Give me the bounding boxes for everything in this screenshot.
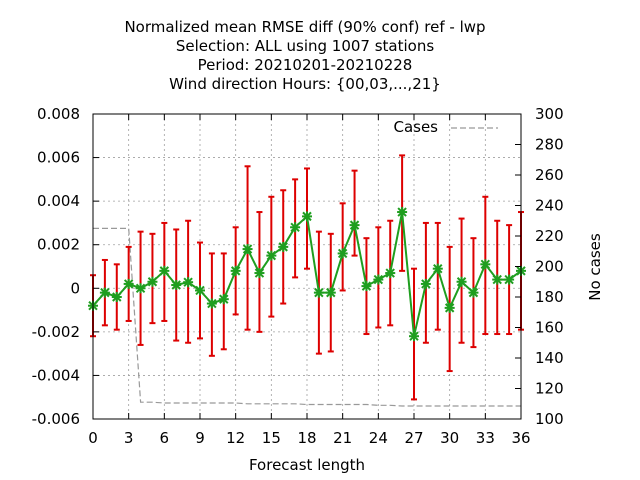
y2-tick-label: 180 (535, 288, 564, 306)
legend-label-cases: Cases (393, 118, 438, 136)
y-tick-label: 0.004 (37, 192, 80, 210)
x-tick-label: 21 (333, 429, 352, 447)
y2-tick-label: 240 (535, 197, 564, 215)
data-point (183, 277, 194, 288)
data-point (444, 302, 455, 313)
y-tick-label: -0.004 (32, 366, 80, 384)
x-tick-label: 27 (404, 429, 423, 447)
y-tick-label: -0.002 (32, 323, 80, 341)
title-line-1: Normalized mean RMSE diff (90% conf) ref… (124, 18, 485, 36)
data-point (480, 259, 491, 270)
chart-title: Normalized mean RMSE diff (90% conf) ref… (124, 18, 485, 93)
data-point (147, 276, 158, 287)
legend: Cases (393, 118, 498, 136)
x-tick-label: 0 (88, 429, 98, 447)
data-point (337, 248, 348, 259)
data-point (206, 298, 217, 309)
data-point (135, 283, 146, 294)
data-point (468, 287, 479, 298)
x-tick-label: 3 (124, 429, 134, 447)
data-point (159, 265, 170, 276)
x-tick-label: 6 (160, 429, 170, 447)
x-axis-ticks: 0 3 6 9 12 15 18 21 24 27 30 33 36 (88, 114, 531, 447)
data-point (290, 222, 301, 233)
data-point (313, 287, 324, 298)
data-point (230, 265, 241, 276)
data-point (409, 331, 419, 342)
y-tick-label: 0.002 (37, 236, 80, 254)
y2-tick-label: 300 (535, 105, 564, 123)
data-point (456, 276, 467, 287)
data-point (302, 211, 312, 222)
y-tick-label: -0.006 (32, 410, 80, 428)
title-line-2: Selection: ALL using 1007 stations (176, 37, 435, 55)
data-point (325, 287, 336, 298)
data-point (397, 207, 408, 218)
data-point (242, 244, 253, 255)
data-point (349, 220, 360, 231)
y2-tick-label: 280 (535, 136, 564, 154)
x-tick-label: 18 (297, 429, 316, 447)
y2-tick-label: 100 (535, 410, 564, 428)
title-line-4: Wind direction Hours: {00,03,...,21} (169, 75, 441, 93)
errorbars (90, 154, 524, 401)
y2-tick-label: 120 (535, 380, 564, 398)
x-tick-label: 9 (195, 429, 205, 447)
data-point (254, 268, 265, 279)
data-point (195, 285, 205, 296)
x-tick-label: 30 (440, 429, 459, 447)
data-point (218, 294, 229, 305)
y-axis-ticks: 0.008 0.006 0.004 0.002 0 -0.002 -0.004 -0.006 (32, 105, 99, 428)
data-point (385, 268, 396, 279)
y2-axis-label: No cases (586, 233, 604, 301)
y-tick-label: 0.006 (37, 149, 80, 167)
x-axis-label: Forecast length (249, 456, 365, 474)
x-tick-label: 33 (476, 429, 495, 447)
data-point (99, 287, 110, 298)
data-point (492, 274, 503, 285)
y-tick-label: 0 (70, 279, 80, 297)
x-tick-label: 15 (262, 429, 281, 447)
data-point (432, 263, 443, 274)
data-point (278, 241, 289, 252)
data-point (373, 274, 384, 285)
y2-tick-label: 220 (535, 227, 564, 245)
y2-axis-ticks: 300 280 260 240 220 200 180 160 140 120 100 (515, 105, 564, 428)
data-point (266, 250, 277, 261)
x-tick-label: 24 (369, 429, 388, 447)
data-point (123, 278, 134, 289)
y2-tick-label: 200 (535, 258, 564, 276)
x-tick-label: 12 (226, 429, 245, 447)
y2-tick-label: 160 (535, 319, 564, 337)
data-point (171, 280, 182, 291)
y-tick-label: 0.008 (37, 105, 80, 123)
title-line-3: Period: 20210201-20210228 (198, 56, 413, 74)
data-point (420, 278, 431, 289)
x-tick-label: 36 (511, 429, 530, 447)
y2-tick-label: 260 (535, 166, 564, 184)
data-point (504, 274, 515, 285)
y2-tick-label: 140 (535, 349, 564, 367)
data-point (111, 292, 122, 302)
data-point (361, 281, 372, 292)
